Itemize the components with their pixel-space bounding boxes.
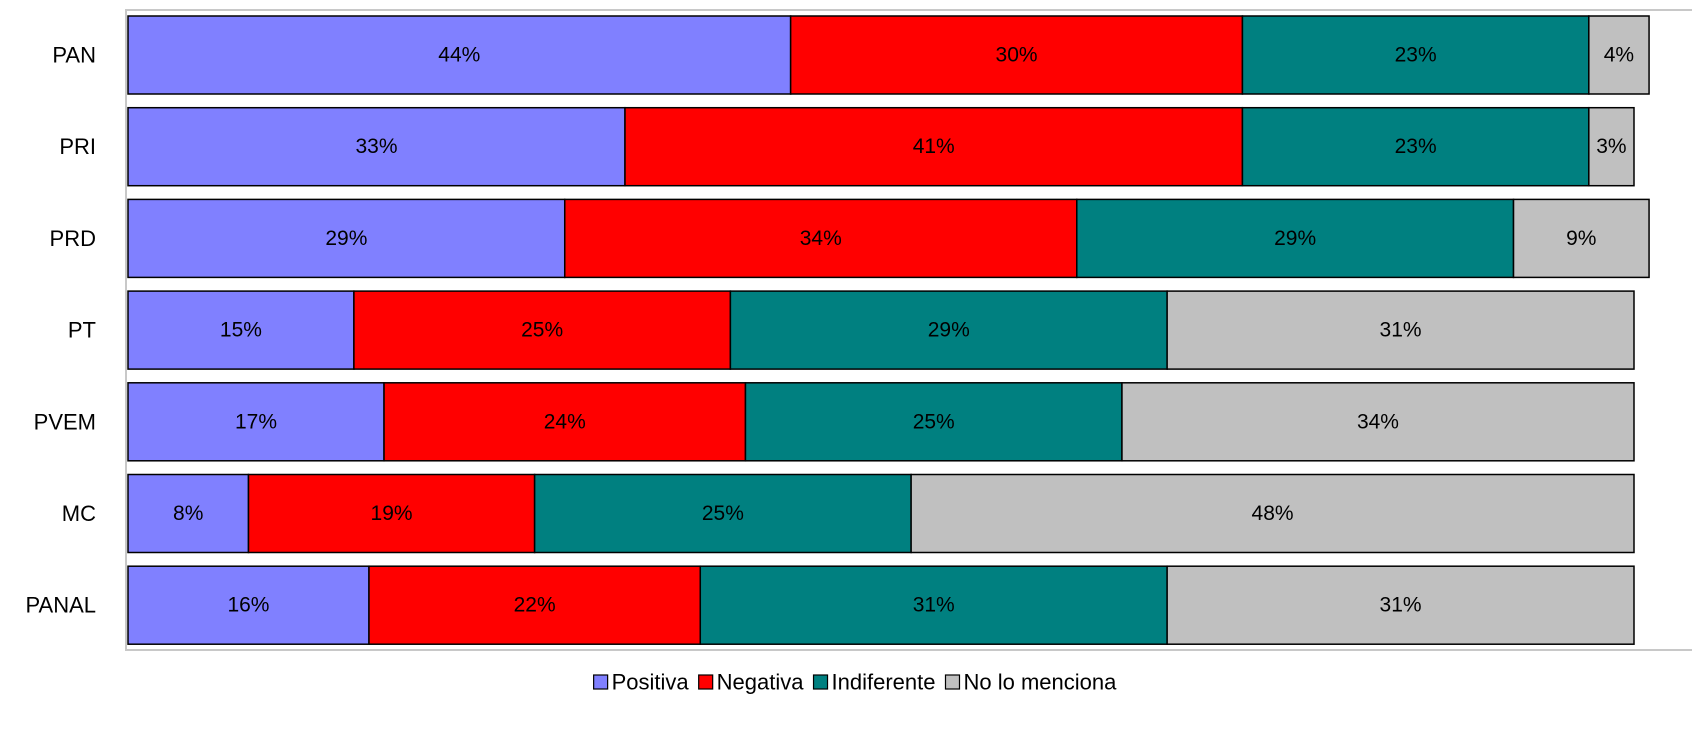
data-label-pt-indiferente: 29%	[928, 319, 970, 342]
bar-prd-negativa	[563, 198, 1078, 279]
data-label-panal-positiva: 16%	[227, 594, 269, 617]
data-label-pt-negativa: 25%	[521, 319, 563, 342]
bar-pan-no-lo-menciona	[1588, 15, 1650, 95]
bar-prd-positiva	[127, 198, 566, 279]
bar-pri-negativa	[624, 106, 1244, 187]
bar-pri-no-lo-menciona	[1588, 106, 1635, 187]
bar-prd-indiferente	[1076, 198, 1515, 279]
bar-pan-indiferente	[1241, 15, 1590, 95]
data-label-pvem-negativa: 24%	[544, 410, 586, 433]
legend-label-indiferente: Indiferente	[832, 670, 936, 695]
data-label-pri-positiva: 33%	[355, 135, 397, 158]
data-label-pri-indiferente: 23%	[1395, 135, 1437, 158]
category-label-pvem: PVEM	[34, 409, 96, 434]
bar-pvem-no-lo-menciona	[1121, 382, 1635, 462]
bars-group: 44% 30% 23% 4% 33% 41% 23% 3% 29% 34% 29% 9% 15% 25% 2…	[127, 15, 1650, 645]
data-label-panal-indiferente: 31%	[913, 594, 955, 617]
bar-panal-positiva	[127, 565, 370, 645]
bar-mc-no-lo-menciona	[910, 473, 1635, 554]
data-label-pt-no-lo-menciona: 31%	[1380, 319, 1422, 342]
data-label-mc-positiva: 8%	[173, 502, 203, 525]
category-label-mc: MC	[62, 501, 96, 526]
data-label-pvem-no-lo-menciona: 34%	[1357, 410, 1399, 433]
data-label-pvem-indiferente: 25%	[913, 410, 955, 433]
bar-panal-no-lo-menciona	[1166, 565, 1635, 645]
category-label-panal: PANAL	[25, 593, 96, 618]
legend: Positiva Negativa Indiferente No lo mencion…	[593, 670, 1117, 695]
bar-pan-negativa	[789, 15, 1244, 95]
legend-label-no-lo-menciona: No lo menciona	[963, 670, 1117, 695]
legend-label-positiva: Positiva	[612, 670, 690, 695]
data-label-prd-negativa: 34%	[800, 227, 842, 250]
data-label-panal-negativa: 22%	[514, 594, 556, 617]
bar-pvem-indiferente	[744, 382, 1123, 462]
data-label-prd-no-lo-menciona: 9%	[1566, 227, 1596, 250]
data-label-panal-no-lo-menciona: 31%	[1380, 594, 1422, 617]
data-label-mc-no-lo-menciona: 48%	[1252, 502, 1294, 525]
bar-mc-positiva	[127, 473, 250, 554]
category-label-prd: PRD	[50, 226, 96, 251]
bar-pt-negativa	[353, 290, 732, 370]
legend-swatch-indiferente	[812, 674, 829, 690]
bar-pt-positiva	[127, 290, 355, 370]
data-label-mc-indiferente: 25%	[702, 502, 744, 525]
legend-label-negativa: Negativa	[717, 670, 805, 695]
bar-mc-negativa	[247, 473, 536, 554]
bar-pvem-negativa	[383, 382, 747, 462]
bar-prd-no-lo-menciona	[1512, 198, 1650, 279]
data-label-pan-positiva: 44%	[438, 44, 480, 67]
data-label-pvem-positiva: 17%	[235, 410, 277, 433]
data-label-pan-no-lo-menciona: 4%	[1604, 44, 1634, 67]
bar-mc-indiferente	[533, 473, 912, 554]
bar-panal-negativa	[368, 565, 702, 645]
data-label-pan-indiferente: 23%	[1395, 44, 1437, 67]
data-label-pan-negativa: 30%	[996, 44, 1038, 67]
data-label-pri-no-lo-menciona: 3%	[1596, 135, 1626, 158]
category-label-pri: PRI	[59, 134, 96, 159]
data-label-mc-negativa: 19%	[371, 502, 413, 525]
data-label-prd-positiva: 29%	[325, 227, 367, 250]
bar-pan-positiva	[127, 15, 792, 95]
category-labels: PAN PRI PRD PT PVEM MC PANAL	[25, 43, 96, 618]
bar-pvem-positiva	[127, 382, 385, 462]
legend-swatch-no-lo-menciona	[944, 674, 961, 690]
category-label-pan: PAN	[52, 43, 96, 68]
bar-pt-indiferente	[729, 290, 1168, 370]
legend-swatch-negativa	[698, 674, 714, 690]
data-label-pt-positiva: 15%	[220, 319, 262, 342]
bar-pt-no-lo-menciona	[1166, 290, 1635, 370]
data-label-pri-negativa: 41%	[913, 135, 955, 158]
plot-area-border	[125, 9, 1692, 651]
category-label-pt: PT	[68, 318, 96, 343]
legend-swatch-positiva	[593, 674, 609, 690]
bar-panal-indiferente	[699, 565, 1168, 645]
data-label-prd-indiferente: 29%	[1274, 227, 1316, 250]
